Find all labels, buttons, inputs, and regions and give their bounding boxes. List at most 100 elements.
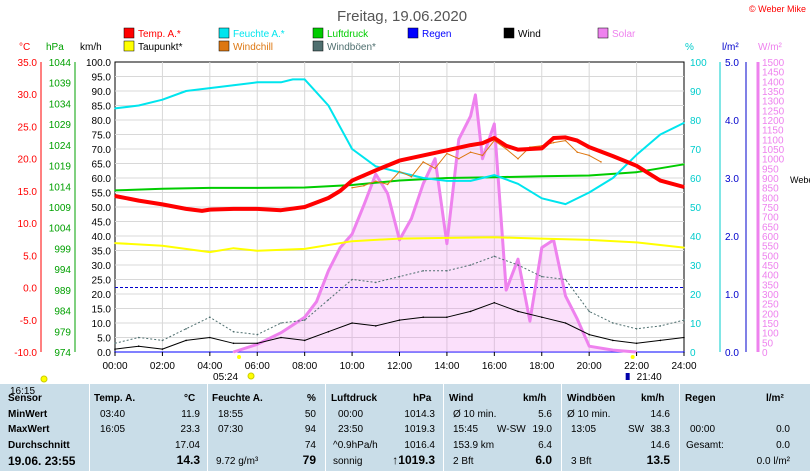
wind-line-point [398, 319, 401, 321]
kmh-tick: 20.0 [92, 290, 112, 301]
copyright-label: © Weber Mike [749, 4, 806, 14]
rain-tick: 4.0 [725, 116, 739, 127]
hpa-tick: 1004 [49, 224, 72, 235]
pressure-line-point [683, 163, 685, 166]
temperature-line-point [339, 190, 342, 192]
windchill-line [352, 140, 602, 189]
solar-line-point [505, 289, 508, 291]
x-tick-label: 18:00 [529, 361, 554, 372]
pressure-trend: ^0.9hPa/h [333, 440, 378, 451]
wind-line-point [588, 333, 590, 336]
temperature-line-point [659, 179, 662, 182]
gust-line-point [422, 270, 425, 272]
temperature-line-point [517, 148, 519, 151]
legend-label: Luftdruck [327, 29, 369, 40]
kmh-tick: 80.0 [92, 116, 112, 127]
temperature-line-point [564, 136, 567, 139]
kmh-tick: 65.0 [92, 160, 112, 171]
hpa-tick: 1019 [49, 162, 72, 173]
humidity-line-point [446, 180, 448, 182]
temp-tick: 15.0 [18, 187, 38, 198]
solar-line-point [339, 246, 342, 249]
unit-labels: °C hPa km/h% l/m² W/m² [19, 42, 783, 53]
dewpoint-line-point [351, 240, 353, 242]
sensor-header: Sensor [8, 393, 42, 404]
windchill-line-point [469, 151, 472, 153]
solar-line-point [564, 295, 567, 297]
temperature-line-point [280, 209, 282, 211]
windchill-line-point [363, 184, 365, 187]
pressure-line-point [303, 186, 306, 189]
solar-line-point [481, 157, 484, 160]
gust-min-label: Ø 10 min. [567, 409, 611, 420]
wind-line-point [232, 342, 235, 345]
wind-line-point [256, 342, 259, 345]
solar-tick: 1400 [762, 77, 785, 88]
wind-header: Wind [449, 393, 474, 404]
gust-line-point [564, 278, 567, 281]
kmh-tick: 5.0 [97, 334, 111, 345]
x-tick-label: 04:00 [197, 361, 222, 372]
temperature-line-point [398, 159, 401, 162]
left-time-marker [40, 375, 48, 383]
pressure-min-time: 00:00 [338, 409, 364, 420]
humidity-line-point [303, 78, 306, 81]
solar-line-point [612, 349, 614, 351]
rain-tick: 5.0 [725, 58, 739, 69]
gust-line-point [588, 310, 590, 313]
windchill-line-point [351, 186, 353, 189]
kmh-tick: 55.0 [92, 189, 112, 200]
solar-line-point [422, 183, 425, 185]
kmh-tick: 95.0 [92, 73, 112, 84]
wind-line-point [635, 342, 638, 345]
wind-line-point [303, 339, 306, 342]
humidity-line-point [375, 165, 377, 168]
wind-max-dir: W-SW [497, 424, 526, 435]
gust-line-point [303, 319, 306, 321]
solar-line-point [458, 138, 460, 141]
kmh-tick: 75.0 [92, 131, 112, 142]
solar-tick: 1050 [762, 145, 785, 156]
dewpoint-line-point [256, 250, 259, 252]
rain-tick: 3.0 [725, 174, 739, 185]
solar-line-point [315, 300, 318, 303]
temp-tick: -5.0 [20, 316, 38, 327]
x-tick-label: 00:00 [102, 361, 127, 372]
solar-line-point [493, 123, 496, 125]
x-tick-label: 20:00 [577, 361, 602, 372]
pressure-line-point [446, 177, 448, 179]
gust-line-point [517, 264, 519, 266]
humidity-line-point [422, 177, 425, 179]
rain-tick: 1.0 [725, 290, 739, 301]
label-max: MaxWert [8, 424, 50, 435]
pressure-line-point [161, 188, 164, 190]
humidity-line-point [564, 203, 567, 205]
solar-tick: 150 [762, 319, 779, 330]
kmh-tick: 15.0 [92, 305, 112, 316]
gust-max-dir: SW [628, 424, 645, 435]
kmh-tick: 40.0 [92, 232, 112, 243]
humidity-header: Feuchte A. [212, 393, 263, 404]
humidity-line-point [635, 154, 638, 156]
solar-line-point [303, 316, 306, 319]
temperature-line-point [576, 139, 579, 142]
rain-tick: 0.0 [725, 348, 739, 359]
dewpoint-line-point [493, 236, 496, 239]
windchill-line-point [434, 167, 436, 170]
wind-unit: km/h [523, 393, 547, 404]
legend-swatch [312, 40, 324, 52]
humidity-line-point [137, 104, 140, 107]
wind-line-point [683, 336, 685, 339]
rain-max-time: 00:00 [690, 424, 716, 435]
windchill-line-point [588, 154, 590, 157]
gust-line-point [185, 328, 187, 330]
edge-label: Weber Mike [790, 175, 810, 185]
wind-line-point [612, 339, 614, 342]
hpa-tick: 979 [54, 327, 71, 338]
temperature-line-point [446, 149, 448, 152]
legend-swatch [312, 27, 324, 39]
solar-tick: 900 [762, 174, 779, 185]
humidity-current-value: 79 [302, 453, 316, 467]
legend-swatch [218, 27, 230, 39]
legend-label: Windböen* [327, 42, 376, 53]
